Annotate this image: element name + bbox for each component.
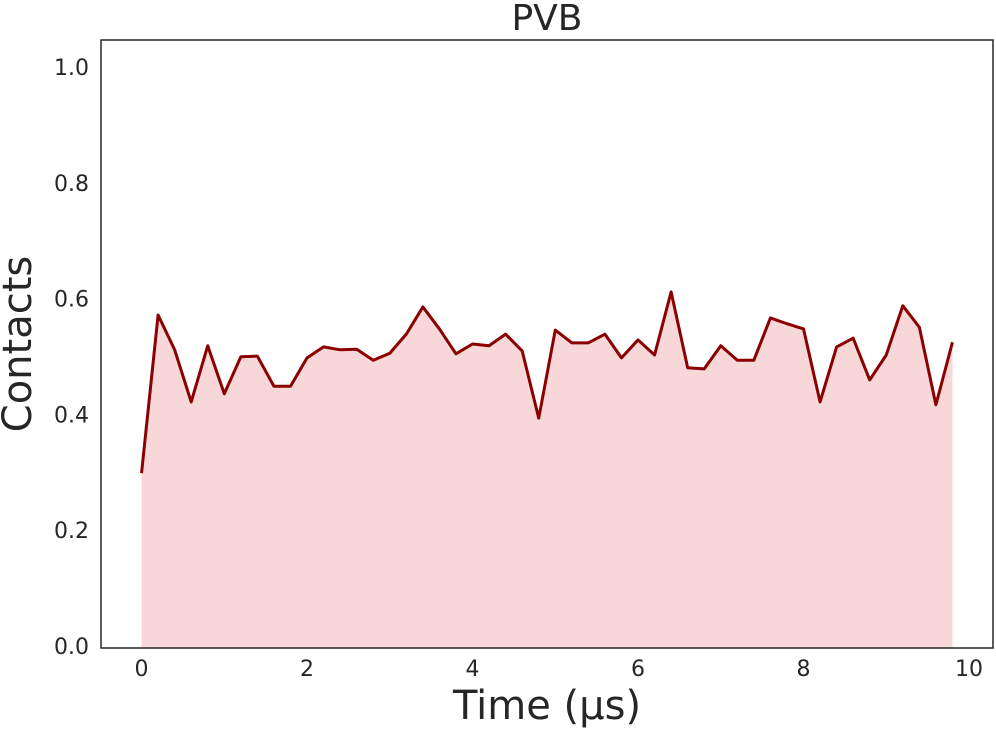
line: [140, 290, 954, 474]
x-tick-label: 6: [631, 657, 645, 682]
y-tick-label: 0.4: [54, 403, 89, 428]
y-tick-label: 1.0: [54, 56, 89, 81]
y-tick-label: 0.2: [54, 519, 89, 544]
x-tick-label: 0: [135, 657, 149, 682]
plot-frame: [100, 39, 994, 649]
x-tick-label: 8: [797, 657, 811, 682]
area-fill: [141, 291, 953, 648]
x-axis-label: Time (µs): [452, 683, 641, 729]
x-tick-label: 10: [955, 657, 983, 682]
y-tick-label: 0.6: [54, 288, 89, 313]
x-tick-label: 4: [466, 657, 480, 682]
x-tick-label: 2: [300, 657, 314, 682]
y-axis-label: Contacts: [0, 256, 41, 432]
chart-title: PVB: [511, 0, 582, 39]
y-tick-label: 0.8: [54, 172, 89, 197]
y-tick-label: 0.0: [54, 635, 89, 660]
